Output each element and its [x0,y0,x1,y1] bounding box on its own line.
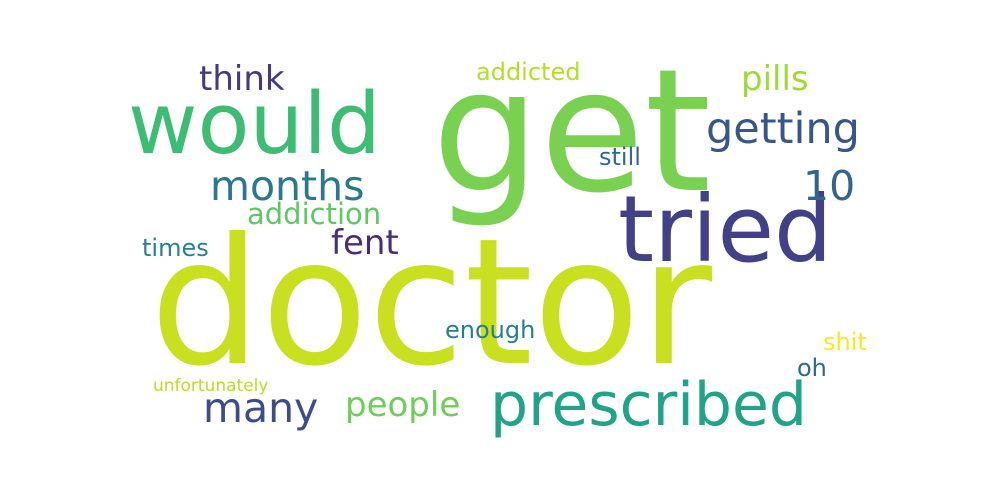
word-get: get [432,33,712,231]
word-people: people [345,385,461,425]
word-think: think [199,59,285,99]
word-getting: getting [706,104,860,154]
word-would: would [128,75,381,174]
word-times: times [142,234,209,262]
word-addiction: addiction [247,197,382,231]
word-months: months [210,162,365,210]
word-still: still [599,143,641,171]
word-shit: shit [823,328,867,356]
word-doctor: doctor [150,202,712,405]
word-fent: fent [331,223,399,263]
word-oh: oh [797,354,827,382]
word-prescribed: prescribed [490,370,808,440]
word-tried: tried [618,176,833,283]
word-pills: pills [741,59,809,99]
word-addicted: addicted [476,58,581,86]
word-many: many [203,384,319,432]
word-10: 10 [803,162,856,210]
word-enough: enough [445,316,536,344]
word-unfortunately: unfortunately [153,376,269,396]
